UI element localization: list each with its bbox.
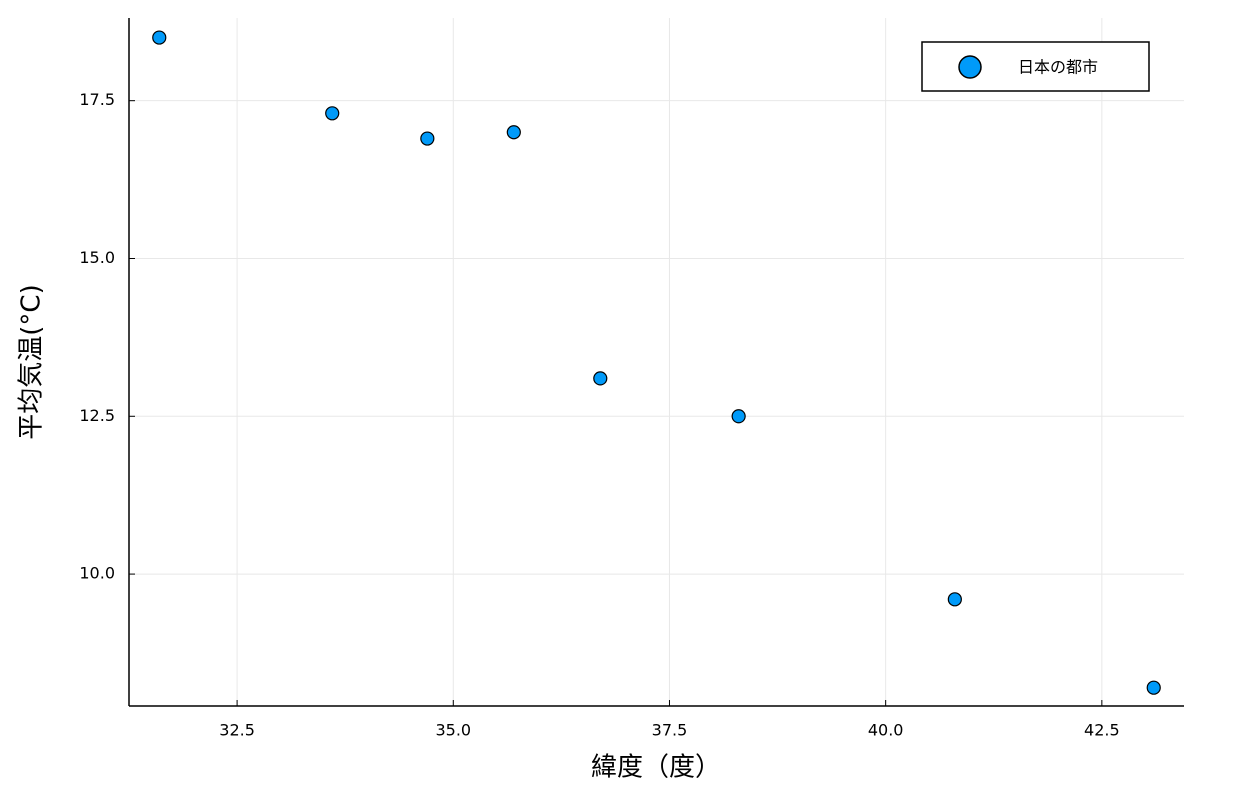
y-tick-label: 17.5 — [79, 90, 115, 109]
y-tick-label: 12.5 — [79, 406, 115, 425]
point — [731, 409, 746, 424]
x-tick-label: 40.0 — [868, 721, 904, 740]
point — [420, 131, 435, 146]
legend-label: 日本の都市 — [1018, 58, 1098, 77]
legend-marker — [958, 55, 982, 79]
y-axis-label: 平均気温(°C) — [17, 284, 47, 439]
x-tick-label: 37.5 — [652, 721, 688, 740]
x-tick-label: 42.5 — [1084, 721, 1120, 740]
y-tick-label: 15.0 — [79, 248, 115, 267]
point — [1146, 680, 1161, 695]
point — [506, 125, 521, 140]
y-tick-label: 10.0 — [79, 564, 115, 583]
point — [152, 30, 167, 45]
x-axis-label: 緯度（度） — [591, 753, 721, 783]
x-tick-label: 32.5 — [219, 721, 255, 740]
x-tick-label: 35.0 — [435, 721, 471, 740]
point — [325, 106, 340, 121]
point — [593, 371, 608, 386]
point — [947, 592, 962, 607]
